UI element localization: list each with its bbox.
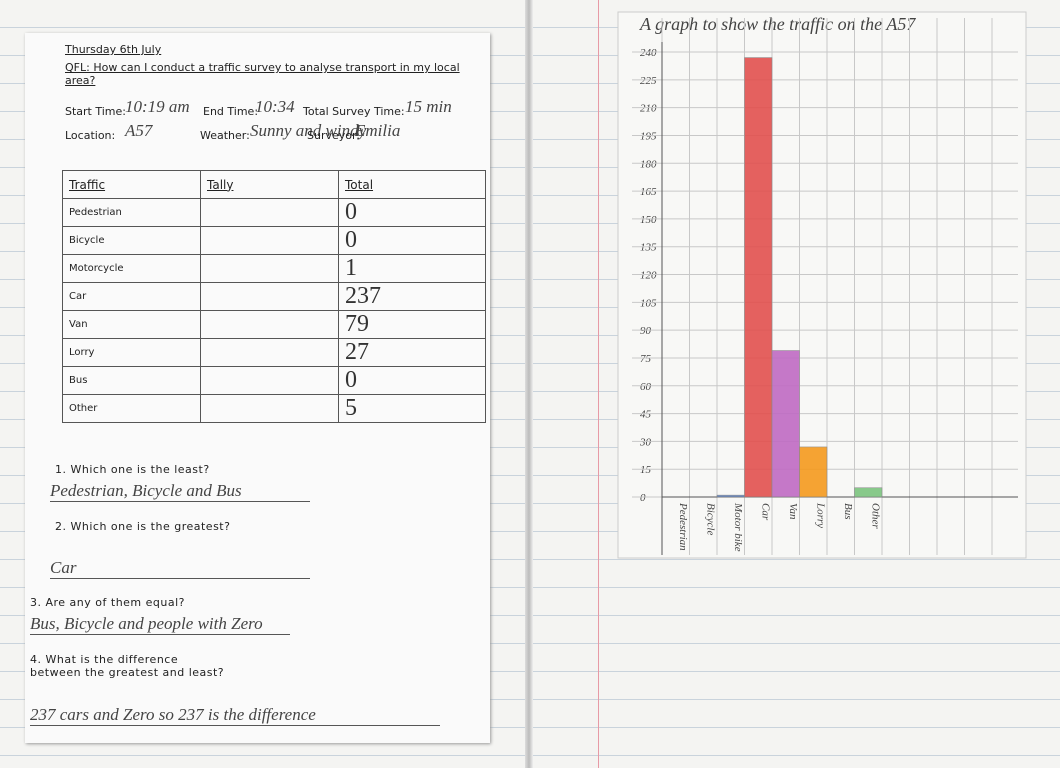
x-tick-label: Van [787, 503, 799, 520]
traffic-type: Car [62, 282, 201, 311]
field-label: Surveyor: [307, 129, 361, 142]
date: Thursday 6th July [65, 43, 162, 56]
field-value: Emilia [355, 121, 401, 140]
total: 0 [338, 198, 486, 227]
field-label: Location: [65, 129, 116, 142]
field-label: Start Time: [65, 105, 126, 118]
y-tick-label: 15 [640, 464, 652, 476]
y-tick-label: 45 [640, 409, 652, 421]
y-tick-label: 105 [640, 297, 657, 309]
field-value: A57 [125, 121, 153, 140]
table-row: Car 237 [62, 282, 486, 311]
traffic-type: Bus [62, 366, 201, 395]
traffic-type: Lorry [62, 338, 201, 367]
field-label: End Time: [203, 105, 259, 118]
table-row: Motorcycle 1 [62, 254, 486, 283]
column-header: Tally [200, 170, 339, 199]
total: 0 [338, 226, 486, 255]
y-tick-label: 165 [640, 186, 657, 198]
x-tick-label: Bus [842, 503, 854, 520]
bar [744, 57, 773, 498]
tally-table: Traffic Tally Total Pedestrian 0 Bicycle 0 Moto… [62, 170, 486, 423]
y-tick-label: 150 [640, 214, 657, 226]
table-header: Traffic Tally Total [62, 170, 486, 199]
question: 1. Which one is the least? [55, 463, 210, 476]
y-tick-label: 180 [640, 158, 657, 170]
field-value: Sunny and windy [250, 121, 367, 140]
y-tick-label: 120 [640, 270, 657, 282]
bar [716, 494, 745, 498]
table-row: Lorry 27 [62, 338, 486, 367]
answer: 237 cars and Zero so 237 is the differen… [30, 705, 440, 726]
y-tick-label: 30 [639, 436, 652, 448]
bar [771, 350, 800, 498]
x-tick-label: Lorry [814, 502, 826, 528]
y-tick-label: 0 [640, 492, 646, 504]
margin-line [598, 0, 599, 768]
tally-cell [200, 394, 339, 423]
traffic-type: Other [62, 394, 201, 423]
x-tick-label: Pedestrian [677, 502, 689, 551]
x-tick-label: Motor bike [732, 502, 744, 552]
field-value: 15 min [405, 97, 452, 116]
tally-cell [200, 226, 339, 255]
total: 237 [338, 282, 486, 311]
table-row: Other 5 [62, 394, 486, 423]
y-tick-label: 210 [640, 103, 657, 115]
y-tick-label: 195 [640, 130, 657, 142]
field-value: 10:19 am [125, 97, 190, 116]
notebook-spine [525, 0, 533, 768]
y-tick-label: 225 [640, 75, 657, 87]
y-tick-label: 75 [640, 353, 652, 365]
y-tick-label: 60 [640, 381, 652, 393]
y-tick-label: 240 [640, 47, 657, 59]
tally-cell [200, 282, 339, 311]
table-row: Pedestrian 0 [62, 198, 486, 227]
worksheet: Thursday 6th July QFL: How can I conduct… [25, 33, 490, 743]
bar [799, 446, 828, 498]
qfl: QFL: How can I conduct a traffic survey … [65, 61, 460, 87]
table-row: Bicycle 0 [62, 226, 486, 255]
traffic-type: Motorcycle [62, 254, 201, 283]
answer: Car [50, 558, 310, 579]
answer: Pedestrian, Bicycle and Bus [50, 481, 310, 502]
total: 0 [338, 366, 486, 395]
bar [854, 487, 883, 498]
total: 79 [338, 310, 486, 339]
x-tick-label: Bicycle [704, 503, 716, 535]
question: 4. What is the difference between the gr… [30, 653, 225, 679]
question: 2. Which one is the greatest? [55, 520, 231, 533]
y-tick-label: 90 [640, 325, 652, 337]
table-body: Pedestrian 0 Bicycle 0 Motorcycle 1 Car 237 Van 7… [62, 198, 486, 423]
field-label: Total Survey Time: [303, 105, 405, 118]
tally-cell [200, 338, 339, 367]
y-tick-label: 135 [640, 242, 657, 254]
total: 5 [338, 394, 486, 423]
chart-title: A graph to show the traffic on the A57 [639, 14, 916, 34]
table-row: Van 79 [62, 310, 486, 339]
field-label: Weather: [200, 129, 250, 142]
x-tick-label: Other [869, 503, 881, 529]
x-tick-label: Car [759, 503, 771, 521]
column-header: Total [338, 170, 486, 199]
question: 3. Are any of them equal? [30, 596, 186, 609]
traffic-type: Bicycle [62, 226, 201, 255]
total: 27 [338, 338, 486, 367]
answer: Bus, Bicycle and people with Zero [30, 614, 290, 635]
field-value: 10:34 [255, 97, 295, 116]
table-row: Bus 0 [62, 366, 486, 395]
